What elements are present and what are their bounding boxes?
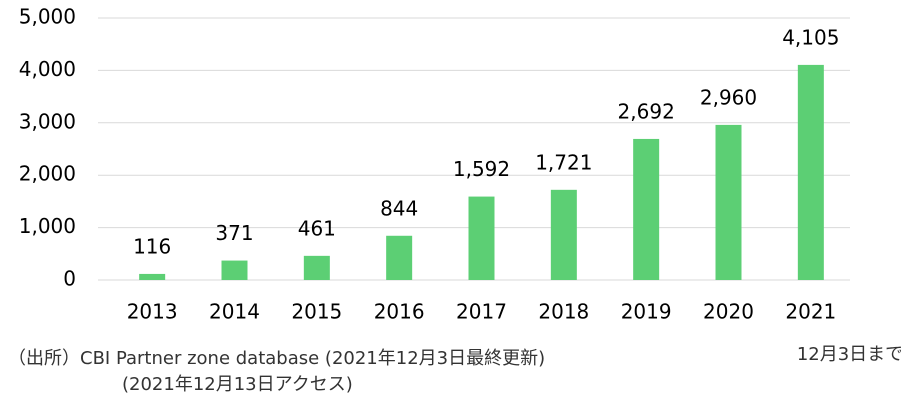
- x-tick-label: 2016: [374, 300, 425, 324]
- bar: [386, 235, 413, 280]
- value-label: 4,105: [782, 25, 839, 49]
- x-tick-label: 2014: [209, 300, 260, 324]
- bar: [221, 260, 248, 280]
- bar: [715, 124, 742, 281]
- y-tick-label: 0: [63, 267, 76, 291]
- y-tick-label: 2,000: [19, 162, 76, 186]
- value-label: 461: [298, 216, 336, 240]
- y-tick-label: 5,000: [19, 5, 76, 29]
- value-label: 1,721: [535, 150, 592, 174]
- bar: [633, 138, 660, 280]
- bar: [139, 273, 166, 280]
- x-tick-label: 2013: [127, 300, 178, 324]
- x-tick-label: 2015: [291, 300, 342, 324]
- source-note: （出所）CBI Partner zone database (2021年12月3…: [8, 348, 545, 369]
- source-note: (2021年12月13日アクセス): [122, 374, 353, 395]
- x-tick-label: 2021: [785, 300, 836, 324]
- value-label: 2,960: [700, 85, 757, 109]
- x-tick-label: 2019: [621, 300, 672, 324]
- y-tick-label: 1,000: [19, 214, 76, 238]
- bar: [468, 196, 495, 280]
- bar: [550, 189, 577, 280]
- bar: [797, 64, 824, 280]
- x-tick-label: 2017: [456, 300, 507, 324]
- value-label: 371: [215, 221, 253, 245]
- x-tick-label: 2020: [703, 300, 754, 324]
- value-label: 116: [133, 234, 171, 258]
- value-label: 1,592: [453, 157, 510, 181]
- bar: [303, 255, 330, 280]
- x-tick-label: 2018: [538, 300, 589, 324]
- y-tick-label: 4,000: [19, 57, 76, 81]
- value-label: 2,692: [618, 99, 675, 123]
- annotation: 12月3日まで: [797, 344, 901, 365]
- y-tick-label: 3,000: [19, 109, 76, 133]
- value-label: 844: [380, 196, 418, 220]
